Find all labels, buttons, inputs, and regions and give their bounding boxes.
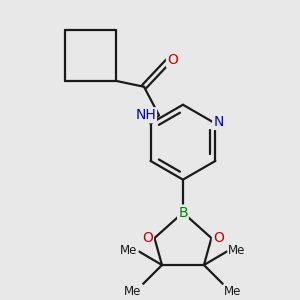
- Text: O: O: [167, 53, 178, 67]
- Text: O: O: [213, 231, 224, 245]
- Text: N: N: [213, 115, 224, 129]
- Text: NH: NH: [135, 108, 156, 122]
- Text: Me: Me: [124, 285, 142, 298]
- Text: Me: Me: [224, 285, 242, 298]
- Text: Me: Me: [120, 244, 138, 257]
- Text: B: B: [178, 206, 188, 220]
- Text: O: O: [142, 231, 153, 245]
- Text: Me: Me: [228, 244, 246, 257]
